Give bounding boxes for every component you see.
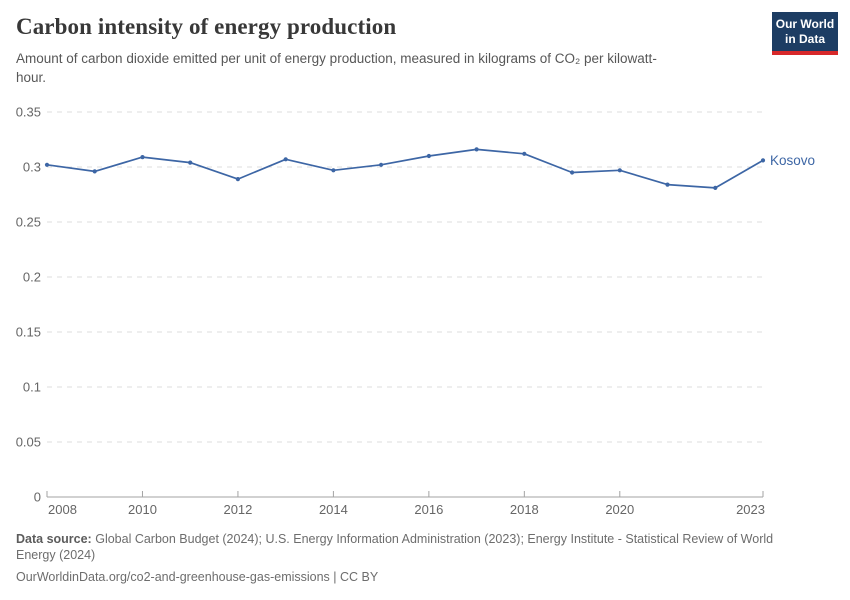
data-point-marker [188, 160, 193, 165]
data-point-marker [235, 177, 240, 182]
x-tick-label: 2020 [605, 502, 634, 517]
data-point-marker [92, 169, 97, 174]
y-tick-label: 0.25 [16, 215, 41, 230]
data-point-marker [44, 162, 50, 167]
data-point-marker [617, 168, 622, 173]
y-tick-label: 0.05 [16, 435, 41, 450]
data-point-marker [379, 162, 384, 167]
owid-logo-line1: Our World [775, 17, 835, 31]
x-tick-label: 2018 [510, 502, 539, 517]
data-source-line: Data source: Global Carbon Budget (2024)… [16, 531, 816, 564]
line-chart-canvas: 0 0.05 0.1 0.15 0.2 0.25 0.3 0.35 2008 2010 2012 20… [16, 105, 815, 518]
data-source-text: Global Carbon Budget (2024); U.S. Energy… [16, 532, 774, 563]
data-point-marker [760, 158, 766, 163]
series-line[interactable] [46, 148, 764, 189]
data-point-marker [474, 147, 479, 152]
x-tick-label: 2012 [223, 502, 252, 517]
data-point-marker [140, 155, 145, 160]
data-point-marker [713, 185, 718, 190]
x-tick-label: 2008 [48, 502, 77, 517]
owid-logo-line2: in Data [784, 32, 825, 46]
data-point-marker [522, 151, 527, 156]
y-tick-label: 0.3 [23, 160, 41, 175]
y-tick-label: 0.2 [23, 270, 41, 285]
data-point-marker [283, 157, 288, 162]
x-tick-label: 2023 [736, 502, 765, 517]
data-source-label: Data source: [16, 532, 92, 546]
y-tick-label: 0 [34, 490, 41, 505]
data-point-marker [426, 153, 431, 159]
series-label[interactable]: Kosovo [770, 153, 815, 168]
footer-url-line[interactable]: OurWorldinData.org/co2-and-greenhouse-ga… [16, 569, 379, 584]
x-tick-label: 2016 [414, 502, 443, 517]
data-point-marker [570, 170, 575, 175]
y-tick-label: 0.1 [23, 380, 41, 395]
y-tick-label: 0.15 [16, 325, 41, 340]
data-point-marker [331, 168, 336, 173]
x-tick-label: 2014 [319, 502, 348, 517]
x-tick-label: 2010 [128, 502, 157, 517]
chart-subtitle: Amount of carbon dioxide emitted per uni… [16, 51, 657, 86]
chart-footer: Data source: Global Carbon Budget (2024)… [16, 531, 816, 585]
y-tick-label: 0.35 [16, 105, 41, 120]
owid-logo[interactable]: Our World in Data [772, 12, 838, 55]
chart-header: Carbon intensity of energy production Am… [16, 14, 750, 87]
page-title: Carbon intensity of energy production [16, 14, 397, 39]
data-point-marker [665, 182, 670, 187]
